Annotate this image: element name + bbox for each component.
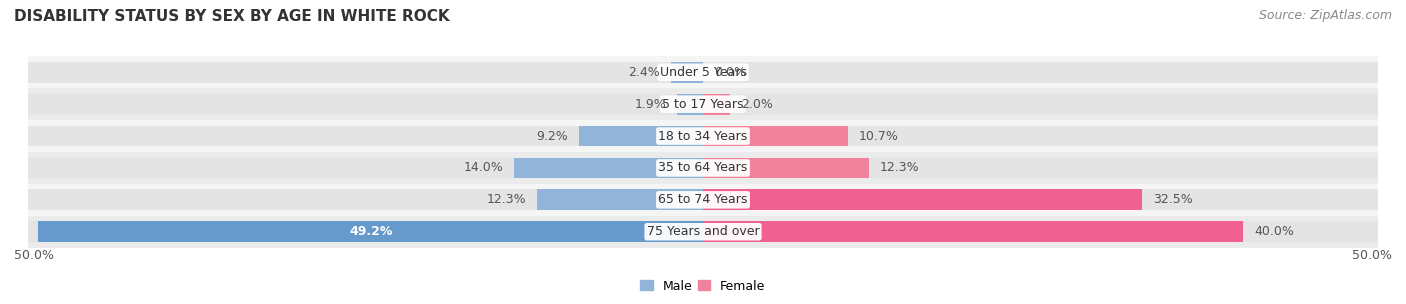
Text: 35 to 64 Years: 35 to 64 Years: [658, 161, 748, 174]
Bar: [513, 157, 703, 178]
Text: 40.0%: 40.0%: [1254, 225, 1294, 238]
Text: 2.0%: 2.0%: [741, 98, 773, 111]
Bar: [678, 94, 703, 115]
Bar: [28, 216, 1378, 248]
Bar: [703, 157, 869, 178]
Bar: [28, 88, 1378, 120]
Bar: [671, 62, 703, 83]
Bar: [28, 184, 1378, 216]
Text: 0.0%: 0.0%: [714, 66, 745, 79]
Bar: [28, 152, 1378, 184]
Bar: [38, 221, 703, 242]
Bar: [28, 157, 703, 178]
Text: 18 to 34 Years: 18 to 34 Years: [658, 130, 748, 143]
Bar: [703, 126, 1378, 147]
Bar: [703, 221, 1378, 242]
Text: 2.4%: 2.4%: [628, 66, 659, 79]
Text: 1.9%: 1.9%: [634, 98, 666, 111]
Text: 50.0%: 50.0%: [1353, 249, 1392, 262]
Bar: [703, 126, 848, 147]
Text: 32.5%: 32.5%: [1153, 193, 1192, 206]
Bar: [537, 189, 703, 210]
Text: 9.2%: 9.2%: [536, 130, 568, 143]
Bar: [579, 126, 703, 147]
Bar: [28, 126, 703, 147]
Text: 49.2%: 49.2%: [349, 225, 392, 238]
Text: Source: ZipAtlas.com: Source: ZipAtlas.com: [1258, 9, 1392, 22]
Text: 65 to 74 Years: 65 to 74 Years: [658, 193, 748, 206]
Text: 14.0%: 14.0%: [464, 161, 503, 174]
Bar: [28, 120, 1378, 152]
Bar: [703, 189, 1142, 210]
Bar: [703, 221, 1243, 242]
Bar: [28, 56, 1378, 88]
Bar: [703, 94, 730, 115]
Text: 50.0%: 50.0%: [14, 249, 53, 262]
Bar: [28, 189, 703, 210]
Bar: [703, 62, 1378, 83]
Bar: [703, 157, 1378, 178]
Text: 12.3%: 12.3%: [486, 193, 526, 206]
Legend: Male, Female: Male, Female: [636, 275, 770, 298]
Text: 12.3%: 12.3%: [880, 161, 920, 174]
Text: 10.7%: 10.7%: [858, 130, 898, 143]
Text: Under 5 Years: Under 5 Years: [659, 66, 747, 79]
Text: 5 to 17 Years: 5 to 17 Years: [662, 98, 744, 111]
Bar: [28, 94, 703, 115]
Bar: [28, 62, 703, 83]
Text: 75 Years and over: 75 Years and over: [647, 225, 759, 238]
Bar: [703, 189, 1378, 210]
Text: DISABILITY STATUS BY SEX BY AGE IN WHITE ROCK: DISABILITY STATUS BY SEX BY AGE IN WHITE…: [14, 9, 450, 24]
Bar: [703, 94, 1378, 115]
Bar: [28, 221, 703, 242]
